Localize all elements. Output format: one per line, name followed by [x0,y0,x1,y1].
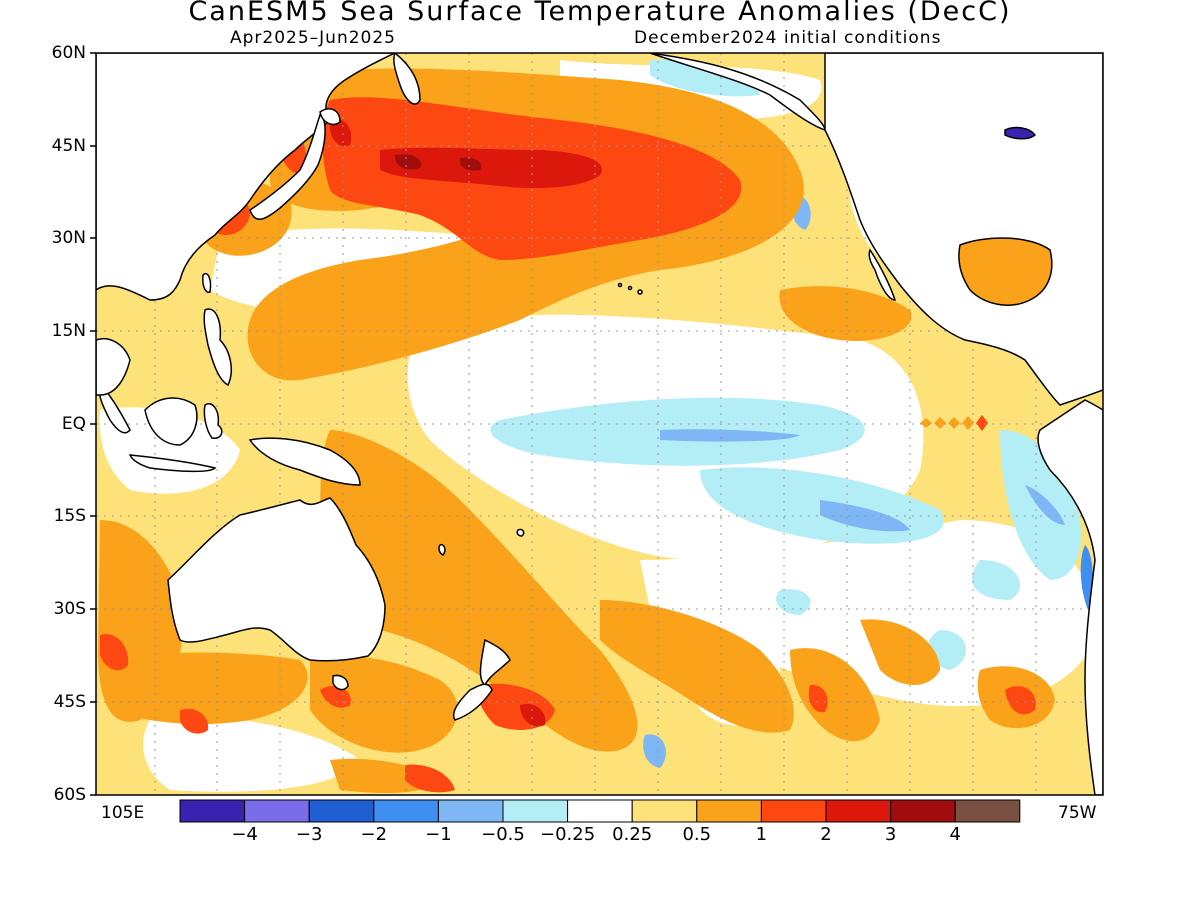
kamchatka-outline [393,53,421,105]
north-america-outline [824,53,1103,406]
lat-label-15n: 15N [51,321,86,341]
colorbar-swatch [502,799,569,823]
lat-label-60s: 60S [53,785,86,805]
equatorial-anomaly-strip [920,415,988,431]
colorbar-tick-label: −1 [425,824,452,845]
map-title: CanESM5 Sea Surface Temperature Anomalie… [188,0,1012,27]
sulawesi-outline [203,403,223,439]
colorbar-swatch [696,799,762,823]
colorbar-swatch [760,799,827,823]
new-guinea-outline [248,437,361,486]
new-zealand-north-outline [479,638,511,687]
lat-label-15s: 15S [53,506,86,526]
forecast-period: Apr2025–Jun2025 [230,28,396,48]
lon-label-105e: 105E [101,803,145,823]
colorbar [179,799,1021,823]
lat-label-30s: 30S [53,599,86,619]
colorbar-swatch [825,799,892,823]
fiji-islands [516,528,525,537]
philippines-outline [203,308,232,387]
colorbar-swatch [244,799,310,823]
japan-outline [249,113,326,220]
colorbar-swatch [890,799,956,823]
colorbar-swatch [437,799,504,823]
colorbar-tick-label: 3 [884,824,897,845]
colorbar-tick-label: −2 [360,824,388,845]
lat-label-45s: 45S [53,692,86,712]
landmasses [96,53,1103,795]
south-america-outline [1037,399,1103,795]
lat-label-60n: 60N [51,43,86,63]
great-lakes [1004,126,1036,140]
taiwan-outline [202,273,212,293]
initial-conditions: December2024 initial conditions [634,28,942,48]
colorbar-tick-label: −3 [295,824,323,845]
lat-label-eq: EQ [61,414,86,434]
colorbar-tick-label: 4 [949,824,961,845]
lat-label-30n: 30N [51,228,86,248]
java-outline [128,454,217,473]
baja-outline [868,248,897,301]
colorbar-tick-label: −0.25 [540,824,596,845]
colorbar-swatch [567,799,633,823]
colorbar-swatch [631,799,698,823]
colorbar-swatch [373,799,439,823]
colorbar-tick-label: 0.5 [682,824,712,845]
borneo-outline [144,397,198,446]
hokkaido-outline [319,108,341,126]
lon-label-75w: 75W [1058,803,1097,823]
lat-label-45n: 45N [51,136,86,156]
australia-outline [167,497,386,662]
sst-anomaly-field [96,53,1103,795]
colorbar-swatch [954,799,1021,823]
colorbar-swatch [308,799,375,823]
colorbar-tick-label: 0.25 [612,824,653,845]
colorbar-swatch [179,799,246,823]
indochina-outline [96,338,131,396]
colorbar-tick-label: −4 [231,824,258,845]
colorbar-tick-label: −0.5 [481,824,525,845]
hawaii-islands [637,289,643,295]
vanuatu-islands [438,543,446,556]
gulf-of-mexico [958,237,1053,306]
colorbar-tick-label: 1 [755,824,768,845]
colorbar-tick-label: 2 [820,824,832,845]
new-zealand-south-outline [453,683,493,721]
tasmania-outline [332,674,349,691]
